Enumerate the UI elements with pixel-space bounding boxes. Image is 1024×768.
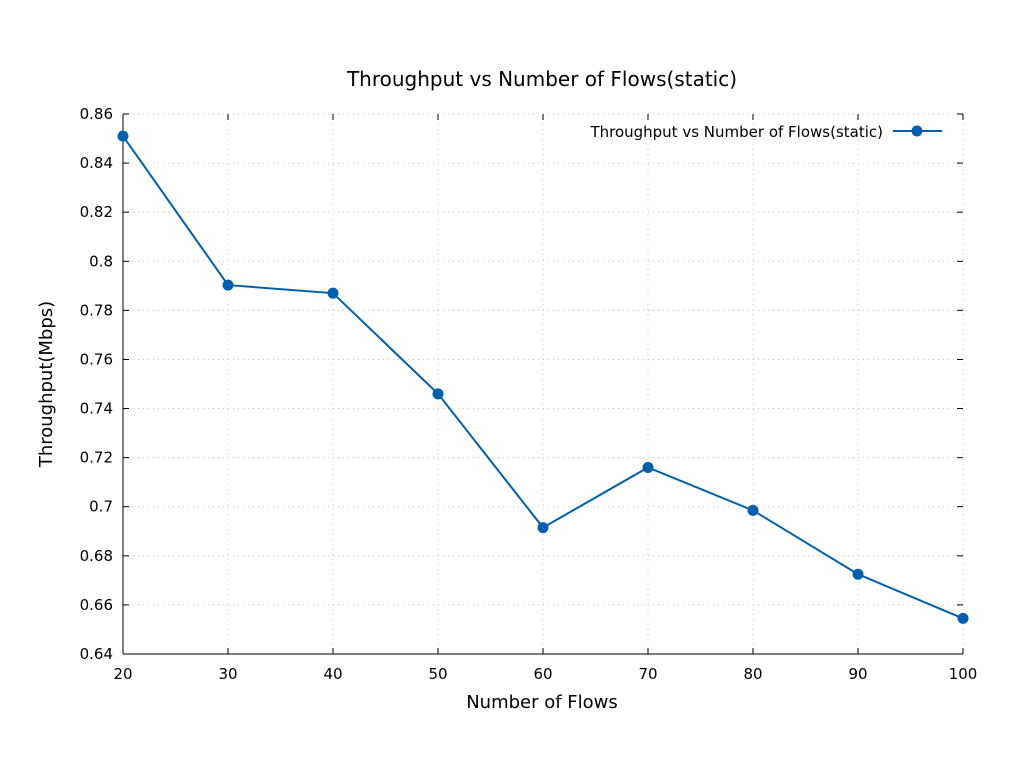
data-point [537,522,549,534]
legend-marker-swatch [911,125,923,137]
series-line [122,135,964,620]
data-point [747,504,759,516]
x-axis-ticks: 20 30 40 50 60 70 80 90 100 [113,114,977,683]
series-layer [117,130,969,624]
data-point [222,279,234,291]
x-tick-label: 70 [638,665,657,683]
y-tick-label: 0.7 [89,498,113,516]
x-tick-label: 60 [533,665,552,683]
y-tick-label: 0.64 [80,645,113,663]
y-tick-label: 0.82 [80,203,113,221]
y-tick-label: 0.74 [80,400,113,418]
x-tick-label: 30 [218,665,237,683]
legend: Throughput vs Number of Flows(static) [589,123,942,141]
y-tick-label: 0.84 [80,154,113,172]
data-point [957,612,969,624]
data-point [117,130,129,142]
x-tick-label: 80 [743,665,762,683]
x-tick-label: 20 [113,665,132,683]
y-tick-label: 0.78 [80,301,113,319]
x-tick-label: 100 [949,665,978,683]
legend-label: Throughput vs Number of Flows(static) [589,123,883,141]
chart-title: Throughput vs Number of Flows(static) [346,67,737,91]
y-axis-ticks: 0.64 0.66 0.68 0.7 0.72 0.74 0.76 0.78 0.8 0.82 0.… [80,105,963,663]
y-tick-label: 0.8 [89,252,113,270]
y-tick-label: 0.76 [80,350,113,368]
x-tick-label: 50 [428,665,447,683]
data-point [852,568,864,580]
x-tick-label: 90 [848,665,867,683]
data-point [327,287,339,299]
data-point [642,461,654,473]
y-tick-label: 0.86 [80,105,113,123]
y-tick-label: 0.66 [80,596,113,614]
y-tick-label: 0.68 [80,547,113,565]
grid-lines [122,113,964,655]
data-point [432,388,444,400]
x-axis-label: Number of Flows [466,692,618,713]
y-axis-label: Throughput(Mbps) [36,301,57,468]
x-tick-label: 40 [323,665,342,683]
y-tick-label: 0.72 [80,449,113,467]
